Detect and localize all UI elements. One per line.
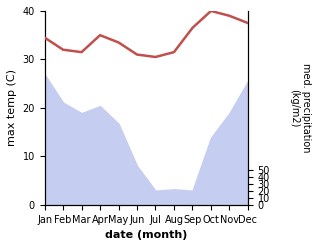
Y-axis label: max temp (C): max temp (C) bbox=[7, 69, 17, 146]
X-axis label: date (month): date (month) bbox=[105, 230, 187, 240]
Y-axis label: med. precipitation
(kg/m2): med. precipitation (kg/m2) bbox=[289, 63, 311, 153]
